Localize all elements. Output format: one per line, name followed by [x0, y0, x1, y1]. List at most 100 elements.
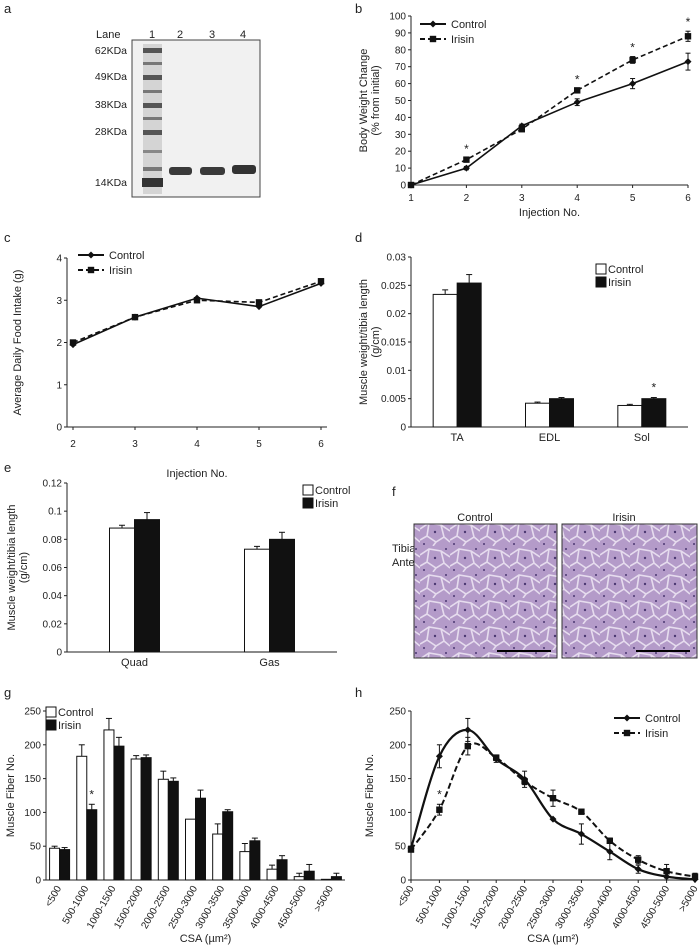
data-point-marker — [131, 313, 139, 321]
lane-header: Lane — [96, 29, 120, 41]
bar — [130, 758, 142, 881]
data-point-marker — [578, 808, 585, 815]
bar — [525, 402, 550, 428]
y-axis-title: Body Weight Change — [358, 49, 370, 153]
data-point-marker — [193, 297, 201, 304]
series-line — [410, 60, 689, 186]
sample-band-lane3 — [200, 167, 225, 175]
significance-marker: * — [575, 73, 580, 87]
bar — [276, 859, 288, 881]
y-tick-label: 200 — [389, 740, 406, 751]
series-curve — [410, 742, 696, 878]
data-point-marker — [87, 251, 95, 259]
data-point-marker — [663, 868, 670, 875]
panel-letter-c: c — [4, 230, 11, 245]
bar — [222, 811, 234, 881]
data-point-marker — [629, 80, 637, 88]
y-tick-label: 10 — [395, 164, 407, 175]
panel-letter-g: g — [4, 685, 11, 700]
y-axis-title: (% from initial) — [370, 65, 382, 135]
legend-label: Control — [109, 250, 144, 262]
chart-muscle-weight-small: 0 0.005 0.01 0.015 0.02 0.025 0.03 Muscle weigh… — [358, 253, 688, 444]
bar — [244, 548, 270, 653]
data-point-marker — [518, 122, 526, 130]
lane-label-3: 3 — [209, 29, 215, 41]
data-point-marker — [606, 837, 613, 844]
bar — [303, 870, 315, 881]
y-axis-title: Muscle Fiber No. — [364, 754, 376, 837]
legend-label: Control — [451, 19, 486, 31]
y-tick-label: 0.01 — [387, 366, 407, 377]
bar — [49, 847, 61, 881]
bar — [269, 538, 295, 653]
y-tick-label: 0 — [56, 423, 62, 434]
x-tick-label: 1 — [408, 193, 414, 204]
y-tick-label: 100 — [24, 808, 41, 819]
lane-label-1: 1 — [149, 29, 155, 41]
y-axis-title: Muscle weight/tibia length — [6, 505, 18, 631]
x-tick-label: <500 — [43, 884, 64, 909]
data-point-marker — [462, 164, 470, 172]
y-tick-label: 0.1 — [48, 507, 62, 518]
legend-label: Irisin — [608, 277, 631, 289]
y-tick-label: 1 — [56, 380, 62, 391]
legend-swatch — [595, 276, 607, 288]
panel-letter-d: d — [355, 230, 362, 245]
data-point-marker — [635, 856, 642, 863]
y-tick-label: 90 — [395, 28, 407, 39]
y-tick-label: 150 — [389, 774, 406, 785]
bar — [266, 868, 278, 881]
y-tick-label: 40 — [395, 113, 407, 124]
x-tick-label: 5 — [630, 193, 636, 204]
bar — [617, 404, 643, 428]
chart-food-intake: 0 1 2 3 4 Average Daily Food Intake (g) 2 3 4 5 6 I… — [12, 250, 327, 480]
x-tick-label: 3 — [519, 193, 525, 204]
data-point-marker — [463, 156, 470, 163]
significance-marker: * — [630, 41, 635, 55]
histology-title-irisin: Irisin — [612, 512, 635, 524]
chart-fiber-histogram: 0 50 100 150 200 250 Muscle Fiber No. <500500-1… — [5, 706, 345, 945]
y-axis-title: (g/cm) — [370, 326, 382, 357]
sample-band-lane4 — [232, 165, 256, 174]
y-tick-label: 150 — [24, 774, 41, 785]
lane-label-4: 4 — [240, 29, 246, 41]
y-tick-label: 200 — [24, 740, 41, 751]
x-tick-label: >5000 — [312, 884, 336, 914]
bar — [549, 398, 574, 428]
panel-letter-b: b — [355, 1, 362, 16]
data-point-marker — [577, 830, 585, 838]
data-point-marker — [684, 58, 692, 66]
y-tick-label: 20 — [395, 147, 407, 158]
legend-label: Irisin — [451, 34, 474, 46]
histology-image-control — [413, 523, 558, 659]
y-tick-label: 0.015 — [381, 338, 406, 349]
series-line — [410, 35, 689, 186]
legend-swatch — [45, 706, 57, 718]
ladder-band-28 — [143, 130, 162, 135]
data-point-marker — [549, 795, 557, 802]
data-point-marker — [407, 181, 415, 189]
legend-label: Irisin — [315, 498, 338, 510]
x-tick-label: 4 — [574, 193, 580, 204]
bar — [239, 851, 251, 881]
legend-label: Control — [315, 485, 350, 497]
panel-letter-e: e — [4, 460, 11, 475]
data-point-marker — [574, 87, 581, 94]
y-tick-label: 0 — [400, 423, 406, 434]
data-point-marker — [464, 742, 471, 750]
y-axis-title: Muscle weight/tibia length — [358, 279, 370, 405]
y-tick-label: 0.04 — [43, 591, 63, 602]
significance-marker: * — [89, 787, 94, 801]
data-point-marker — [464, 726, 472, 734]
y-tick-label: 0.08 — [43, 535, 63, 546]
bar — [113, 745, 125, 881]
data-point-marker — [69, 339, 77, 346]
data-point-marker — [629, 56, 636, 64]
y-tick-label: 0 — [400, 876, 406, 887]
legend-label: Control — [645, 713, 680, 725]
data-point-marker — [317, 278, 325, 285]
ladder-band-55 — [143, 62, 162, 65]
x-axis-title: Injection No. — [166, 468, 227, 480]
marker-62kda: 62KDa — [95, 45, 127, 57]
marker-14kda: 14KDa — [95, 177, 127, 189]
